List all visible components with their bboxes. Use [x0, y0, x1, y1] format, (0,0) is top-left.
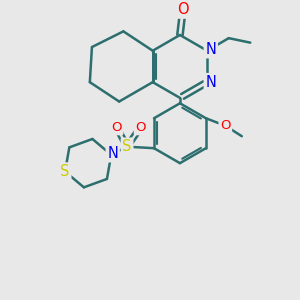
Text: S: S — [122, 139, 132, 154]
Text: O: O — [111, 121, 122, 134]
Text: N: N — [107, 146, 118, 161]
Text: O: O — [220, 119, 231, 132]
Text: S: S — [60, 164, 70, 179]
Text: N: N — [205, 42, 216, 57]
Text: O: O — [135, 121, 146, 134]
Text: N: N — [205, 75, 216, 90]
Text: O: O — [177, 2, 189, 17]
